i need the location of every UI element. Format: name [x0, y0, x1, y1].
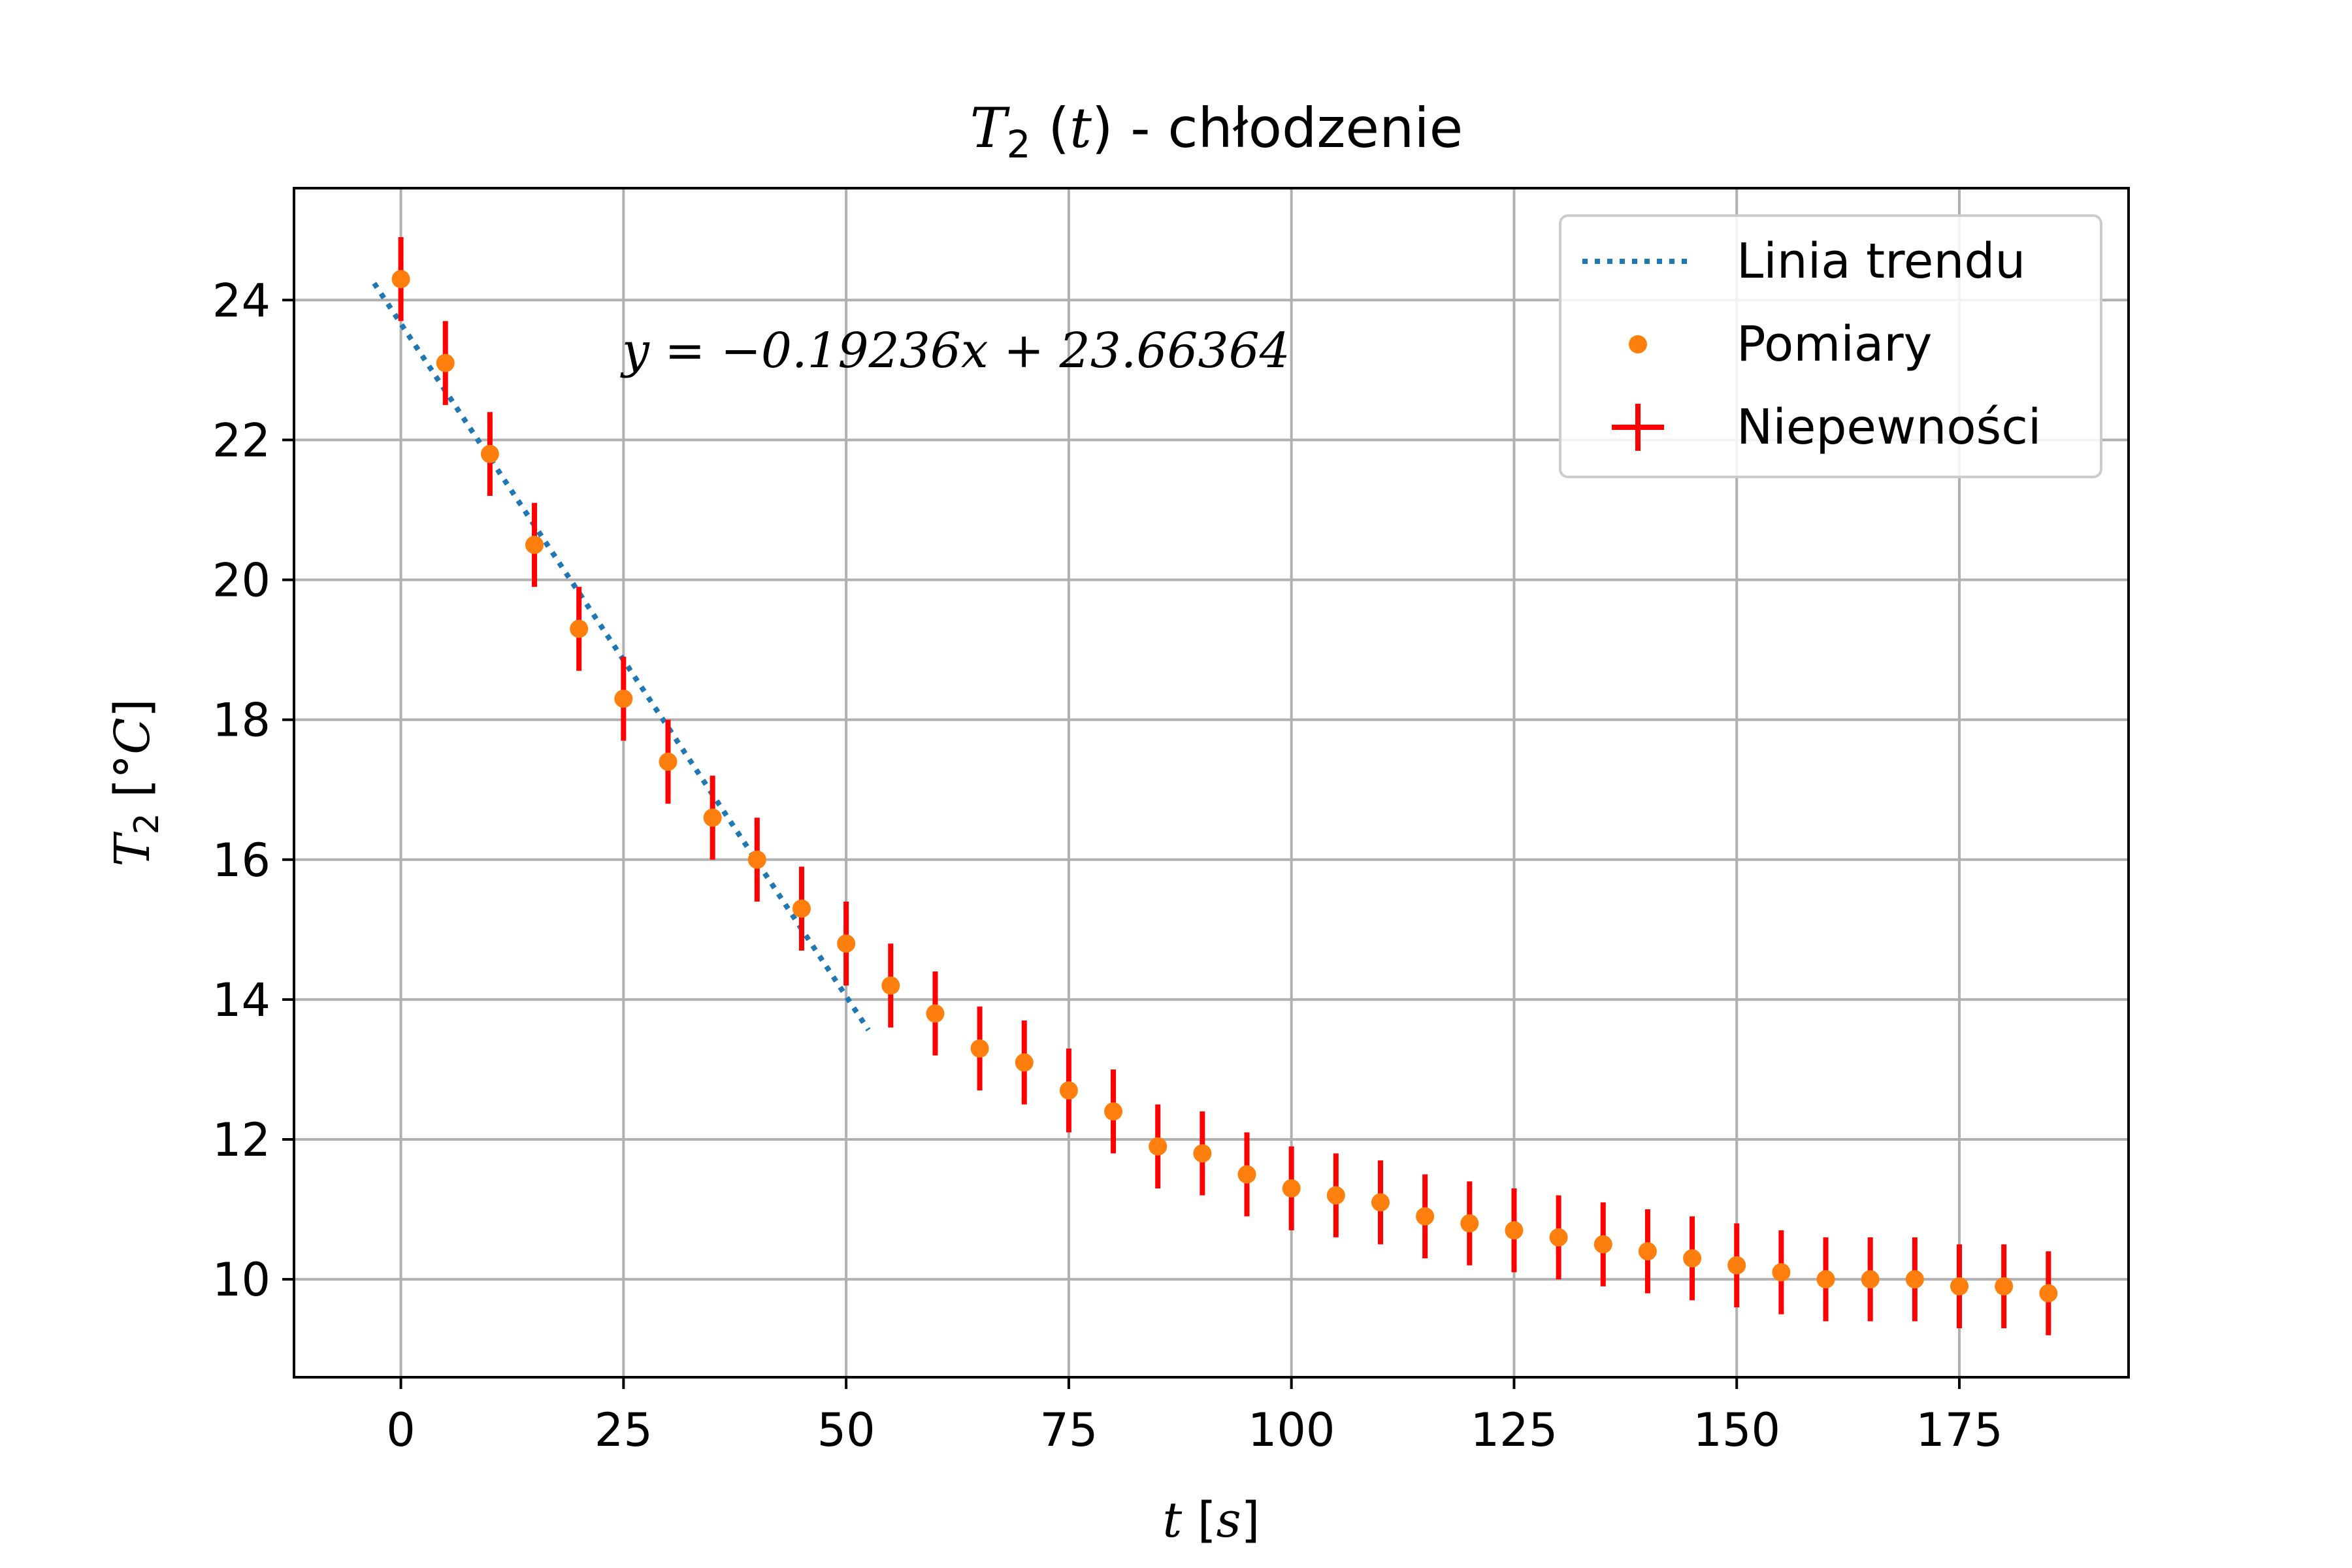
- x-tick-label: 0: [386, 1403, 416, 1457]
- data-point: [792, 899, 811, 918]
- x-tick-label: 50: [817, 1403, 875, 1457]
- y-tick-label: 20: [212, 554, 270, 608]
- x-tick-label: 75: [1039, 1403, 1098, 1457]
- data-point-group: [391, 270, 2058, 1303]
- y-axis-ticks: 10 12 14 16 18 20 22 24: [212, 274, 294, 1307]
- grid-lines: [294, 188, 2129, 1377]
- x-tick-label: 25: [595, 1403, 653, 1457]
- data-point: [436, 353, 455, 372]
- legend-errorbar-label: Niepewności: [1737, 399, 2041, 455]
- data-point: [1326, 1186, 1345, 1205]
- x-axis-label: t [s]: [1162, 1492, 1260, 1548]
- legend-box: [1559, 214, 2102, 478]
- x-tick-label: 175: [1916, 1403, 2003, 1457]
- data-point: [1549, 1228, 1568, 1247]
- legend-points-swatch: [1629, 335, 1647, 353]
- data-point: [1772, 1263, 1791, 1282]
- data-point: [1282, 1179, 1301, 1198]
- data-point: [1727, 1256, 1746, 1275]
- data-point: [1015, 1053, 1034, 1072]
- data-point: [1861, 1270, 1880, 1289]
- data-point: [1460, 1214, 1479, 1233]
- data-point: [1950, 1277, 1969, 1296]
- x-tick-label: 150: [1693, 1403, 1780, 1457]
- data-point: [970, 1039, 989, 1058]
- data-point: [659, 752, 678, 771]
- data-point: [1059, 1081, 1078, 1100]
- plot-frame: [293, 187, 2130, 1379]
- trendline-group: [372, 282, 871, 1032]
- data-point: [1371, 1193, 1390, 1212]
- y-tick-label: 10: [212, 1253, 270, 1307]
- data-point: [1193, 1144, 1212, 1163]
- data-point: [2039, 1284, 2058, 1303]
- legend: Linia trendu Pomiary Niepewności: [1559, 214, 2102, 478]
- y-tick-label: 22: [212, 414, 270, 467]
- data-point: [881, 976, 900, 995]
- x-axis-ticks: 0 25 50 75 100 125 150 175: [386, 1377, 2003, 1457]
- trend-equation: y = −0.19236x + 23.66364: [620, 323, 1290, 379]
- data-point: [926, 1004, 945, 1023]
- data-point: [1237, 1165, 1256, 1184]
- data-point: [1104, 1102, 1123, 1121]
- data-point: [570, 619, 589, 638]
- data-point: [1683, 1249, 1702, 1267]
- data-point: [391, 270, 410, 289]
- data-point: [703, 808, 722, 827]
- x-tick-label: 100: [1248, 1403, 1335, 1457]
- data-point: [1905, 1270, 1924, 1289]
- y-tick-label: 14: [212, 973, 270, 1027]
- data-point: [1638, 1242, 1657, 1261]
- data-point: [837, 934, 856, 953]
- y-axis-label: T2 [°C]: [105, 698, 167, 866]
- data-point: [1505, 1221, 1524, 1240]
- chart-title: T2 (t) - chłodzenie: [970, 96, 1463, 167]
- data-point: [1149, 1137, 1168, 1156]
- data-point: [747, 850, 766, 869]
- legend-trendline-label: Linia trendu: [1737, 233, 2025, 289]
- x-tick-label: 125: [1471, 1403, 1558, 1457]
- y-tick-label: 12: [212, 1113, 270, 1167]
- data-point: [480, 444, 499, 463]
- data-point: [1416, 1207, 1435, 1226]
- data-point: [1816, 1270, 1835, 1289]
- data-point: [525, 536, 544, 554]
- legend-points-label: Pomiary: [1737, 316, 1932, 372]
- data-point: [614, 689, 633, 708]
- y-tick-label: 16: [212, 834, 270, 887]
- data-point: [1995, 1277, 2014, 1296]
- trendline: [372, 282, 871, 1032]
- y-tick-label: 24: [212, 274, 270, 327]
- y-tick-label: 18: [212, 694, 270, 747]
- data-point: [1593, 1235, 1612, 1254]
